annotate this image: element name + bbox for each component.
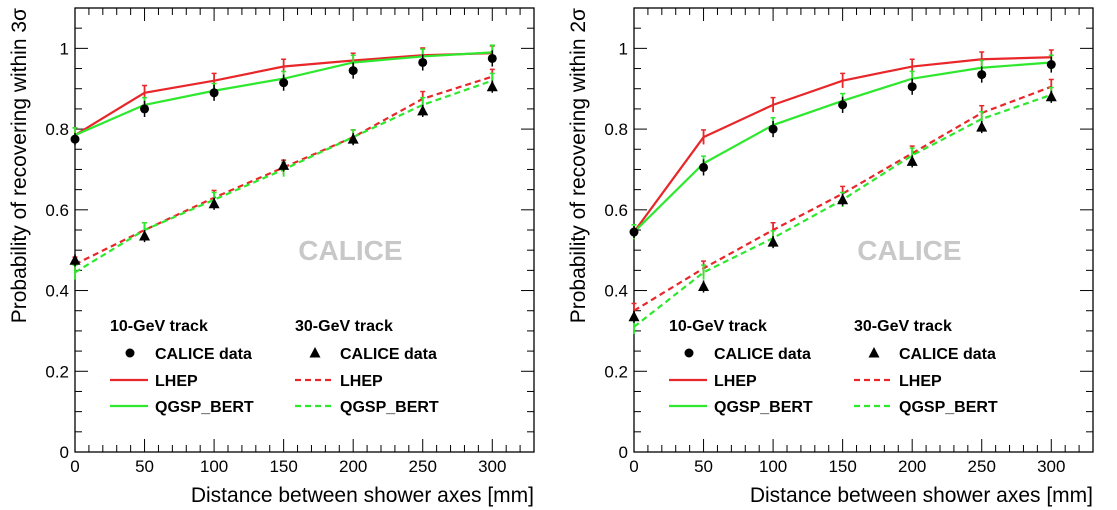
- legend-header-10gev: 10-GeV track: [669, 318, 767, 335]
- legend-label-qgsp-10: QGSP_BERT: [714, 399, 813, 416]
- data-point-triangle: [417, 104, 429, 116]
- x-tick-label: 0: [629, 457, 638, 476]
- legend-label-lhep-30: LHEP: [340, 373, 383, 390]
- calice-watermark: CALICE: [857, 235, 961, 266]
- data-point-circle: [768, 124, 778, 134]
- calice-watermark: CALICE: [298, 235, 402, 266]
- x-tick-label: 300: [478, 457, 506, 476]
- y-axis-title: Probability of recovering within 2σ: [567, 8, 590, 323]
- x-tick-label: 150: [269, 457, 297, 476]
- data-point-triangle: [976, 121, 988, 132]
- x-tick-label: 150: [828, 457, 856, 476]
- data-point-triangle: [208, 197, 220, 209]
- data-point-triangle: [837, 193, 849, 205]
- x-tick-label: 100: [759, 457, 787, 476]
- data-point-circle: [977, 70, 987, 80]
- y-tick-label: 0.4: [45, 282, 69, 301]
- data-point-circle: [140, 104, 150, 114]
- legend-label-calice-data-10: CALICE data: [714, 346, 811, 363]
- plot-frame: [633, 7, 1094, 453]
- x-tick-label: 50: [694, 457, 713, 476]
- x-tick-label: 300: [1037, 457, 1065, 476]
- x-tick-label: 0: [70, 457, 79, 476]
- x-tick-label: 200: [339, 457, 367, 476]
- x-tick-label: 250: [968, 457, 996, 476]
- data-point-circle: [209, 88, 219, 98]
- chart-2sigma: 0 50 100 150 200 250 300 0 0.2 0.4 0.6 0.8 1 Distance…: [567, 7, 1094, 507]
- legend-label-calice-data-30: CALICE data: [899, 346, 996, 363]
- y-tick-label: 0: [60, 443, 69, 462]
- data-point-circle: [699, 162, 709, 172]
- data-point-triangle: [278, 159, 290, 170]
- legend-label-lhep-30: LHEP: [899, 373, 942, 390]
- x-axis-title: Distance between shower axes [mm]: [750, 484, 1093, 507]
- data-point-circle: [1046, 60, 1056, 70]
- data-point-triangle: [69, 254, 81, 265]
- legend-label-qgsp-30: QGSP_BERT: [340, 399, 439, 416]
- data-point-circle: [348, 66, 358, 76]
- chart-panel-2sigma: 0 50 100 150 200 250 300 0 0.2 0.4 0.6 0.8 1 Distance…: [559, 0, 1117, 510]
- legend-label-calice-data-10: CALICE data: [155, 346, 252, 363]
- legend-header-30gev: 30-GeV track: [854, 318, 952, 335]
- data-point-triangle: [628, 310, 640, 322]
- x-axis-title: Distance between shower axes [mm]: [191, 484, 534, 507]
- legend-label-lhep-10: LHEP: [155, 373, 198, 390]
- legend-marker-triangle: [309, 347, 321, 358]
- data-point-triangle: [139, 230, 151, 241]
- y-tick-label: 0.6: [604, 201, 628, 220]
- data-point-triangle: [347, 133, 359, 144]
- chart-panel-3sigma: 0 50 100 150 200 250 300 0 0.2 0.4 0.6 0.8 1 Distance…: [0, 0, 558, 510]
- data-point-triangle: [486, 80, 498, 92]
- legend-label-qgsp-30: QGSP_BERT: [899, 399, 998, 416]
- data-point-triangle: [1045, 90, 1057, 102]
- data-point-circle: [487, 53, 497, 63]
- y-axis-title: Probability of recovering within 3σ: [8, 8, 31, 323]
- y-tick-label: 1: [60, 39, 69, 58]
- y-tick-label: 0: [619, 443, 628, 462]
- y-tick-label: 1: [619, 39, 628, 58]
- data-point-circle: [838, 100, 848, 110]
- legend-label-lhep-10: LHEP: [714, 373, 757, 390]
- data-point-circle: [629, 227, 639, 237]
- legend-marker-triangle: [868, 347, 880, 358]
- data-point-triangle: [767, 236, 779, 247]
- x-tick-label: 200: [898, 457, 926, 476]
- y-tick-label: 0.8: [604, 120, 628, 139]
- legend-label-calice-data-30: CALICE data: [340, 346, 437, 363]
- legend-marker-circle: [125, 348, 135, 358]
- x-tick-label: 100: [200, 457, 228, 476]
- x-tick-label: 50: [135, 457, 154, 476]
- y-tick-label: 0.2: [604, 362, 628, 381]
- data-point-triangle: [698, 280, 710, 292]
- data-point-circle: [418, 57, 428, 67]
- data-point-triangle: [906, 155, 918, 166]
- chart-3sigma: 0 50 100 150 200 250 300 0 0.2 0.4 0.6 0.8 1 Distance…: [8, 7, 535, 507]
- data-point-circle: [70, 134, 80, 144]
- x-tick-label: 250: [409, 457, 437, 476]
- data-point-circle: [907, 82, 917, 92]
- legend-marker-circle: [684, 348, 694, 358]
- y-tick-label: 0.2: [45, 362, 69, 381]
- data-point-circle: [279, 78, 289, 88]
- y-tick-label: 0.6: [45, 201, 69, 220]
- y-tick-label: 0.4: [604, 282, 628, 301]
- series-line-qgsp-bert-dashed: [633, 93, 1052, 328]
- legend-header-10gev: 10-GeV track: [110, 318, 208, 335]
- y-tick-label: 0.8: [45, 120, 69, 139]
- legend-header-30gev: 30-GeV track: [295, 318, 393, 335]
- legend-label-qgsp-10: QGSP_BERT: [155, 399, 254, 416]
